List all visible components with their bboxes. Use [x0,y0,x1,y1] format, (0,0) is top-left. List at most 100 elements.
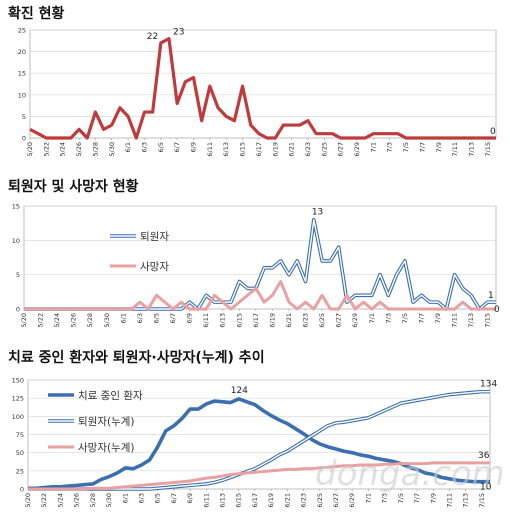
y-tick-label: 15 [18,70,26,78]
y-tick-label: 75 [16,431,24,439]
x-tick-label: 6/3 [136,313,144,323]
x-tick-label: 6/7 [173,142,181,152]
x-tick-label: 6/11 [202,493,210,508]
x-tick-label: 6/23 [300,493,308,508]
y-tick-label: 100 [12,413,24,421]
x-tick-label: 6/7 [169,313,177,323]
data-label: 1 [488,291,494,301]
chart1-title: 확진 현황 [8,6,65,22]
x-tick-label: 6/19 [267,493,275,508]
x-tick-label: 5/20 [26,142,34,157]
data-label: 10 [480,483,492,493]
y-tick-label: 10 [18,91,26,99]
x-tick-label: 6/19 [268,313,276,328]
series-line-confirmed [29,37,496,140]
x-tick-label: 7/5 [401,313,409,323]
x-tick-label: 7/7 [417,313,425,323]
y-tick-label: 0 [20,486,24,494]
x-tick-label: 6/17 [255,142,263,157]
x-tick-label: 7/13 [462,493,470,508]
x-tick-label: 6/3 [137,493,145,503]
x-tick-label: 6/23 [304,142,312,157]
x-tick-label: 6/1 [124,142,132,152]
x-tick-label: 6/21 [283,493,291,508]
x-tick-label: 5/30 [105,493,113,508]
x-tick-label: 7/1 [369,142,377,152]
x-tick-label: 5/20 [24,493,32,508]
x-tick-label: 5/28 [86,313,94,328]
series-line-사망자 [24,280,496,311]
chart2-title: 퇴원자 및 사망자 현황 [8,179,139,195]
x-tick-label: 5/24 [53,313,61,328]
x-tick-label: 6/21 [288,142,296,157]
x-tick-label: 6/11 [202,313,210,328]
data-label: 0 [490,127,496,137]
y-tick-label: 25 [18,27,26,35]
x-tick-label: 7/9 [429,493,437,503]
x-tick-label: 5/30 [103,313,111,328]
data-label: 36 [478,451,490,461]
x-tick-label: 6/7 [170,493,178,503]
data-label: 124 [231,386,248,396]
y-tick-label: 50 [16,449,24,457]
x-tick-label: 6/13 [219,313,227,328]
x-tick-label: 6/5 [152,313,160,323]
x-tick-label: 5/20 [20,313,28,328]
x-tick-label: 6/21 [285,313,293,328]
x-tick-label: 6/15 [235,313,243,328]
x-tick-label: 6/3 [140,142,148,152]
data-label: 134 [480,380,497,390]
legend-label: 치료 중인 환자 [78,390,143,402]
y-tick-label: 0 [16,306,20,314]
x-tick-label: 7/13 [467,313,475,328]
data-label: 23 [173,28,184,38]
y-tick-label: 15 [12,203,20,211]
y-tick-label: 10 [12,237,20,245]
x-tick-label: 6/17 [251,493,259,508]
chart3-title: 치료 중인 환자와 퇴원자·사망자(누계) 추이 [8,350,265,366]
x-tick-label: 7/9 [435,142,443,152]
x-tick-label: 5/22 [40,493,48,508]
legend-label: 사망자(누계) [78,442,135,454]
data-label: 0 [494,305,500,315]
x-tick-label: 7/13 [467,142,475,157]
legend-label: 사망자 [140,261,169,273]
x-tick-label: 5/28 [89,493,97,508]
x-tick-label: 5/22 [42,142,50,157]
x-tick-label: 5/30 [108,142,116,157]
x-tick-label: 6/11 [206,142,214,157]
x-tick-label: 5/26 [70,313,78,328]
x-tick-label: 6/5 [157,142,165,152]
y-tick-label: 125 [12,395,24,403]
legend-label: 퇴원자(누계) [78,416,135,428]
x-tick-label: 6/13 [222,142,230,157]
x-tick-label: 5/26 [75,142,83,157]
x-tick-label: 7/5 [397,493,405,503]
x-tick-label: 6/29 [353,142,361,157]
x-tick-label: 6/9 [190,142,198,152]
watermark-logo: donga.com [315,454,505,494]
x-tick-label: 6/15 [239,142,247,157]
chart3-svg: 0 25 50 75 100 125 150 5/20 5/22 5/24 5/26 5/28 5/30… [12,377,505,508]
x-tick-label: 7/11 [451,142,459,157]
x-tick-label: 6/27 [335,313,343,328]
x-tick-label: 7/5 [402,142,410,152]
x-tick-label: 7/3 [381,493,389,503]
x-tick-label: 7/3 [384,313,392,323]
chart1-svg: 0 5 10 15 20 25 5/20 5/22 5/24 5/26 5/28 5/30 6/1 6/3… [18,27,497,157]
x-tick-label: 6/23 [302,313,310,328]
x-tick-label: 7/3 [386,142,394,152]
x-tick-label: 6/25 [316,493,324,508]
x-tick-label: 7/11 [451,313,459,328]
series-line-사망자(누계) [28,461,490,491]
x-tick-label: 7/15 [484,142,492,157]
y-tick-label: 25 [16,467,24,475]
y-tick-label: 20 [18,48,26,56]
x-tick-label: 6/25 [318,313,326,328]
x-tick-label: 6/9 [186,493,194,503]
x-tick-label: 7/7 [413,493,421,503]
x-tick-label: 6/5 [154,493,162,503]
data-label: 13 [312,208,323,218]
x-tick-label: 7/11 [445,493,453,508]
x-tick-label: 6/27 [332,493,340,508]
